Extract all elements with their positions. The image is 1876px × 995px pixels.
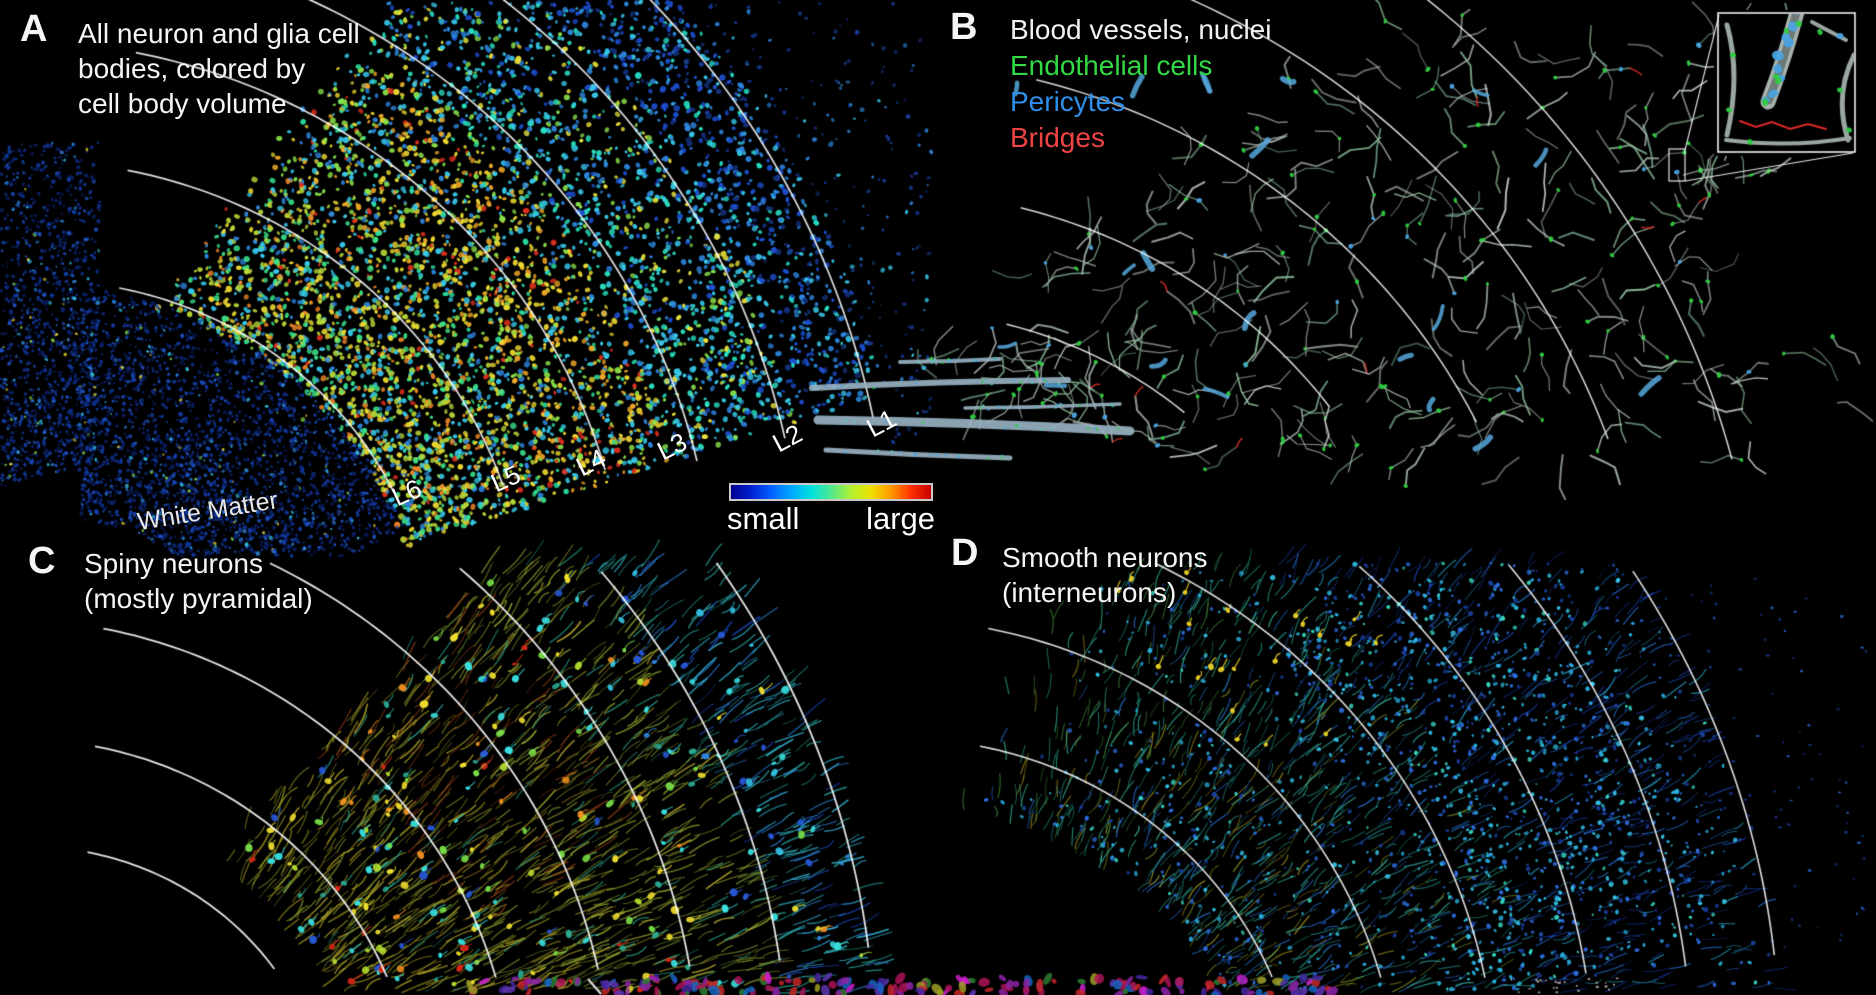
panel-a-title-line-1: All neuron and glia cell [78, 18, 360, 49]
colorbar-gradient [729, 483, 933, 501]
panel-c-title-line-1: Spiny neurons [84, 548, 264, 579]
panel-c-title: Spiny neurons (mostly pyramidal) [84, 546, 313, 616]
panel-d-title: Smooth neurons (interneurons) [1002, 540, 1207, 610]
panel-a-title-line-2: bodies, colored by [78, 53, 306, 84]
colorbar-small-label: small [727, 501, 800, 536]
panel-d-letter: D [951, 532, 979, 574]
panel-a-title-line-3: cell body volume [78, 88, 287, 119]
panel-c-letter: C [28, 540, 56, 582]
colorbar-labels: small large [727, 503, 935, 534]
panel-d-title-line-2: (interneurons) [1002, 577, 1177, 608]
legend-blood-vessels: Blood vessels, nuclei [1010, 14, 1272, 45]
legend-bridges: Bridges [1010, 122, 1105, 153]
colorbar-large-label: large [866, 501, 935, 536]
panel-b-legend: Blood vessels, nuclei Endothelial cells … [1010, 12, 1271, 156]
panel-c-title-line-2: (mostly pyramidal) [84, 583, 313, 614]
legend-endothelial-cells: Endothelial cells [1010, 50, 1213, 81]
panel-d-title-line-1: Smooth neurons [1002, 542, 1208, 573]
panel-b-letter: B [950, 6, 978, 48]
panel-a-title: All neuron and glia cell bodies, colored… [78, 16, 360, 121]
legend-pericytes: Pericytes [1010, 86, 1126, 117]
panel-a-letter: A [20, 8, 48, 50]
